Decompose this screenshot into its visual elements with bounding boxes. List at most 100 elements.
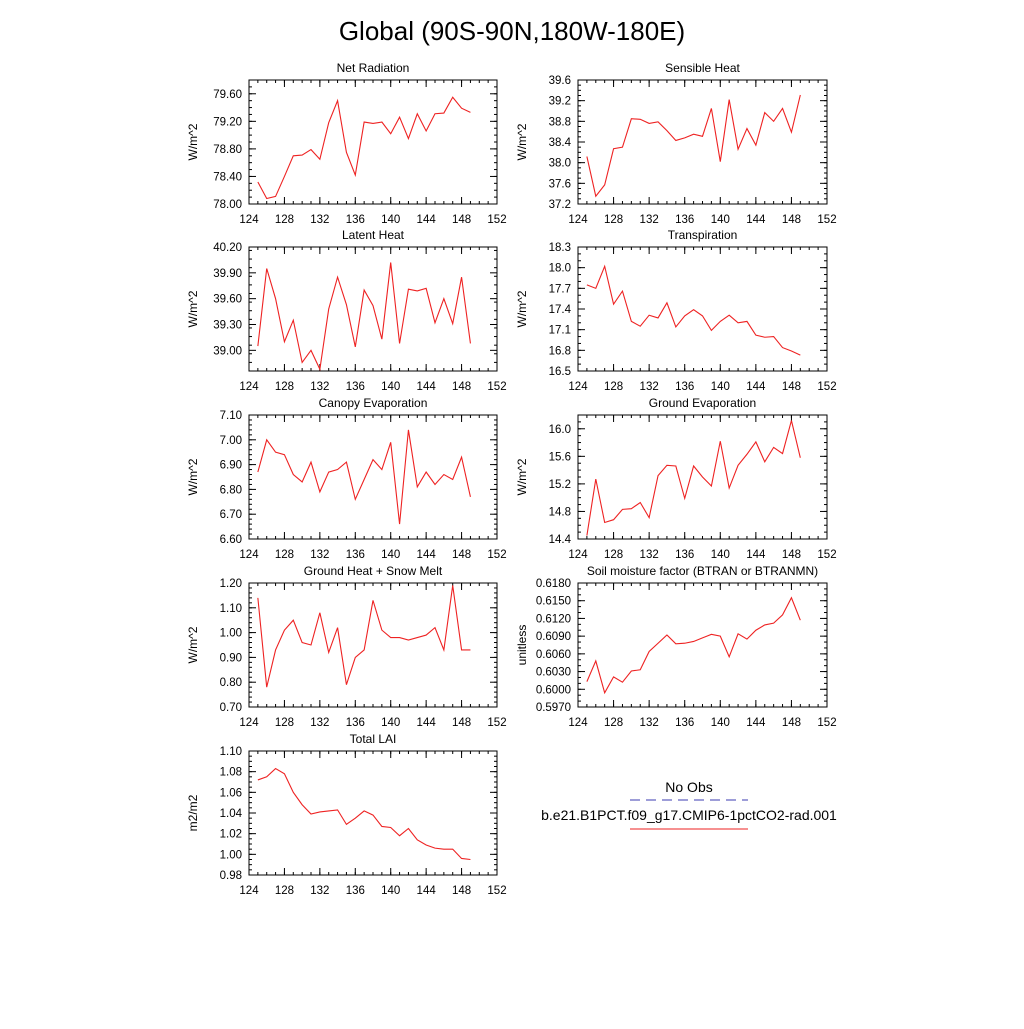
x-tick-label: 140 [381, 549, 400, 561]
panel-total-lai: 124 128 132 136 140 144 148 152 0.98 1.00 1.02 1.04… [186, 732, 507, 897]
y-tick-label: 40.20 [213, 242, 242, 254]
y-axis-label: W/m^2 [515, 458, 529, 495]
y-tick-label: 6.90 [220, 460, 242, 472]
y-tick-label: 78.40 [213, 171, 242, 183]
panel-title: Ground Heat + Snow Melt [304, 564, 443, 578]
y-tick-label: 1.08 [220, 767, 242, 779]
series-line [586, 264, 801, 356]
x-tick-label: 136 [346, 214, 365, 226]
legend: No Obs b.e21.B1PCT.f09_g17.CMIP6-1pctCO2… [541, 779, 837, 830]
plot-frame [577, 79, 828, 205]
x-tick-label: 136 [675, 717, 694, 729]
x-tick-label: 140 [711, 717, 730, 729]
panel-title: Latent Heat [342, 228, 405, 242]
y-axis-label: W/m^2 [186, 123, 200, 160]
y-tick-label: 39.60 [213, 294, 242, 306]
x-tick-label: 148 [452, 885, 471, 897]
y-tick-label: 0.6090 [536, 631, 571, 643]
y-tick-label: 0.6180 [536, 578, 571, 590]
y-tick-label: 79.60 [213, 89, 242, 101]
y-axis-label: unitless [515, 625, 529, 666]
x-tick-label: 140 [381, 717, 400, 729]
x-tick-label: 136 [675, 381, 694, 393]
x-tick-label: 152 [487, 214, 506, 226]
x-tick-label: 148 [452, 381, 471, 393]
x-tick-label: 152 [817, 381, 836, 393]
y-axis-label: m2/m2 [186, 794, 200, 831]
y-tick-label: 0.6030 [536, 667, 571, 679]
y-tick-label: 38.4 [549, 137, 572, 149]
y-tick-label: 18.3 [549, 242, 571, 254]
series-line [586, 420, 801, 536]
x-tick-label: 140 [381, 381, 400, 393]
x-tick-label: 144 [746, 549, 766, 561]
y-tick-label: 1.10 [220, 746, 242, 758]
y-tick-label: 15.6 [549, 451, 571, 463]
series-line [257, 585, 471, 688]
y-tick-label: 7.00 [220, 435, 242, 447]
x-tick-label: 128 [604, 214, 623, 226]
x-tick-label: 152 [487, 381, 506, 393]
panel-canopy-evaporation: 124 128 132 136 140 144 148 152 6.60 6.70 6.80 6.90… [186, 396, 507, 561]
y-tick-label: 0.80 [220, 677, 242, 689]
y-axis-label: W/m^2 [515, 290, 529, 327]
x-tick-label: 132 [640, 214, 659, 226]
x-tick-label: 136 [346, 549, 365, 561]
x-tick-label: 136 [675, 549, 694, 561]
y-tick-label: 1.00 [220, 628, 242, 640]
panel-title: Sensible Heat [665, 61, 740, 75]
figure-title: Global (90S-90N,180W-180E) [339, 16, 685, 46]
x-tick-label: 140 [381, 214, 400, 226]
x-tick-label: 144 [746, 717, 766, 729]
x-tick-label: 144 [417, 717, 437, 729]
plot-frame [248, 79, 498, 205]
series-line [257, 96, 471, 200]
y-tick-label: 14.4 [549, 534, 572, 546]
x-tick-label: 152 [817, 717, 836, 729]
y-tick-label: 1.10 [220, 603, 242, 615]
x-tick-label: 132 [310, 717, 329, 729]
x-tick-label: 124 [239, 549, 259, 561]
panel-title: Transpiration [668, 228, 738, 242]
x-tick-label: 152 [817, 549, 836, 561]
y-tick-label: 39.30 [213, 320, 242, 332]
y-tick-label: 79.20 [213, 116, 242, 128]
y-tick-label: 17.1 [549, 325, 571, 337]
y-tick-label: 16.8 [549, 345, 571, 357]
y-tick-label: 1.00 [220, 849, 242, 861]
x-tick-label: 144 [746, 214, 766, 226]
y-tick-label: 0.6000 [536, 684, 571, 696]
x-tick-label: 132 [640, 381, 659, 393]
y-tick-label: 78.80 [213, 144, 242, 156]
x-tick-label: 152 [487, 549, 506, 561]
x-tick-label: 152 [817, 214, 836, 226]
y-tick-label: 0.90 [220, 652, 242, 664]
y-axis-label: W/m^2 [186, 458, 200, 495]
x-tick-label: 124 [239, 381, 259, 393]
y-tick-label: 17.4 [549, 304, 572, 316]
legend-obs-label: No Obs [665, 779, 712, 795]
panel-sensible-heat: 124 128 132 136 140 144 148 152 37.2 37.6 38.0 38.4… [515, 61, 837, 226]
x-tick-label: 124 [239, 717, 259, 729]
x-tick-label: 140 [711, 381, 730, 393]
y-tick-label: 0.5970 [536, 702, 571, 714]
y-tick-label: 14.8 [549, 506, 571, 518]
legend-model-label: b.e21.B1PCT.f09_g17.CMIP6-1pctCO2-rad.00… [541, 807, 837, 823]
x-tick-label: 132 [310, 885, 329, 897]
y-tick-label: 39.6 [549, 75, 571, 87]
x-tick-label: 140 [711, 549, 730, 561]
panel-title: Soil moisture factor (BTRAN or BTRANMN) [587, 564, 818, 578]
y-tick-label: 15.2 [549, 479, 571, 491]
x-tick-label: 140 [711, 214, 730, 226]
series-line [257, 767, 471, 861]
x-tick-label: 136 [346, 717, 365, 729]
x-tick-label: 124 [568, 214, 588, 226]
x-tick-label: 124 [568, 549, 588, 561]
y-tick-label: 18.0 [549, 263, 571, 275]
y-tick-label: 7.10 [220, 410, 242, 422]
panel-transpiration: 124 128 132 136 140 144 148 152 16.5 16.8 17.1 17.4… [515, 228, 837, 393]
x-tick-label: 144 [417, 381, 437, 393]
y-tick-label: 1.04 [220, 808, 243, 820]
y-tick-label: 78.00 [213, 199, 242, 211]
